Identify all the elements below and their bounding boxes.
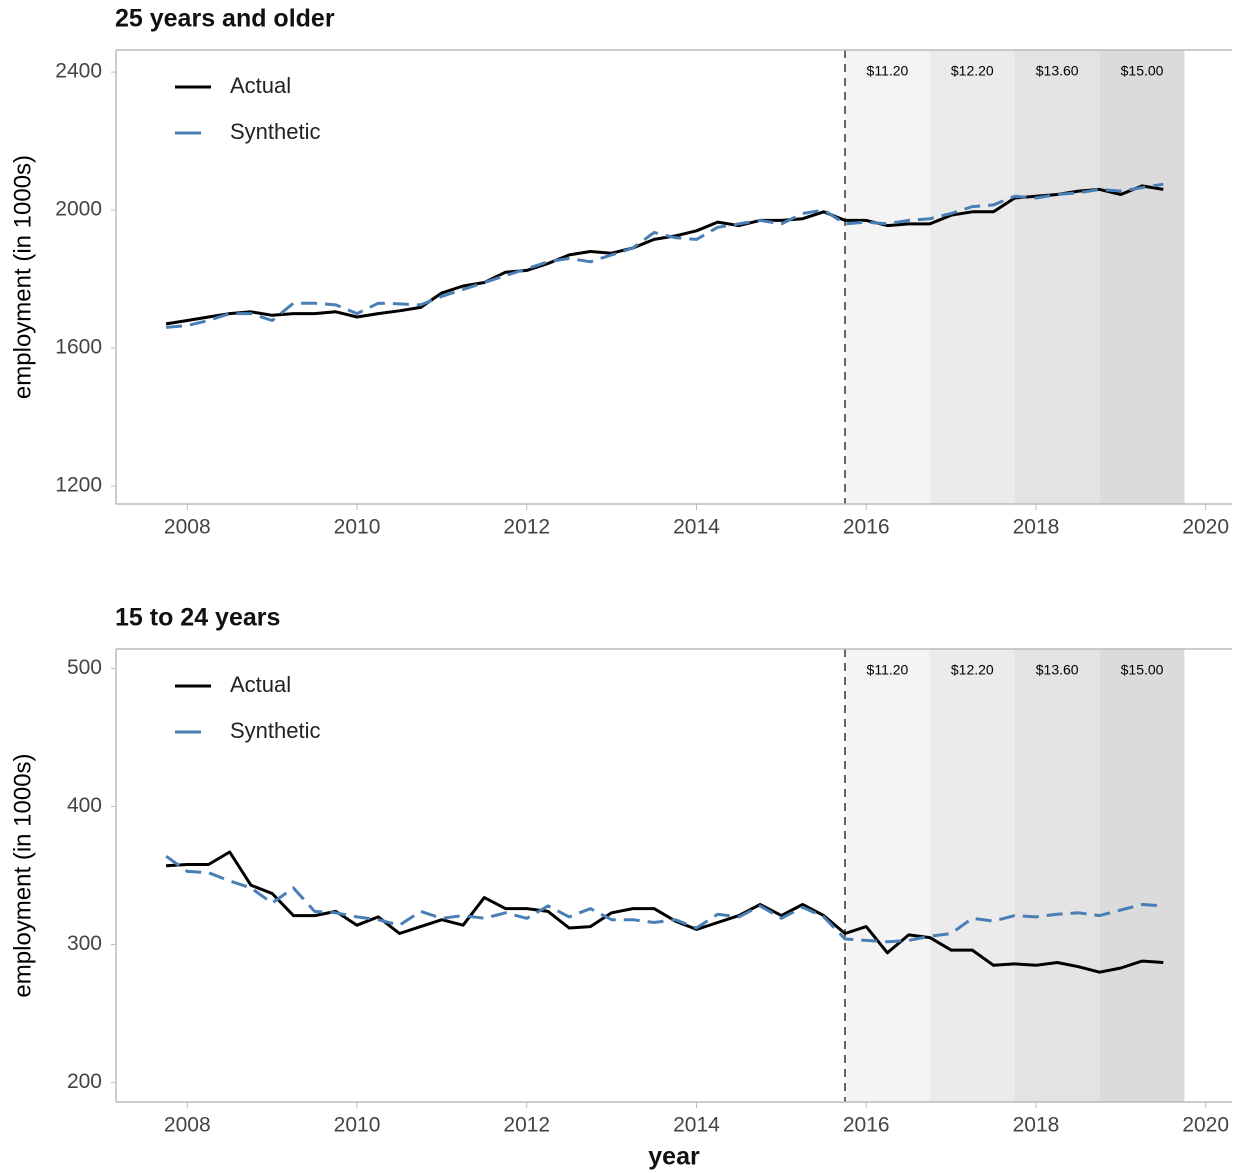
shaded-period — [1099, 50, 1185, 504]
shaded-period — [845, 649, 930, 1102]
y-tick-label: 1600 — [55, 336, 102, 359]
x-tick-label: 2018 — [1013, 1114, 1060, 1137]
y-axis-label: employment (in 1000s) — [9, 753, 36, 997]
x-tick-label: 2008 — [164, 1114, 211, 1137]
shaded-period — [1099, 649, 1185, 1102]
period-label: $15.00 — [1121, 662, 1164, 678]
y-tick-label: 400 — [67, 794, 102, 817]
legend-label: Actual — [230, 672, 291, 697]
x-tick-label: 2016 — [843, 516, 890, 539]
chart-title: 15 to 24 years — [115, 604, 280, 632]
x-tick-label: 2018 — [1013, 516, 1060, 539]
series-line — [165, 182, 1164, 329]
legend-label: Synthetic — [230, 119, 321, 144]
x-tick-label: 2014 — [673, 516, 720, 539]
y-tick-label: 1200 — [55, 474, 102, 497]
y-tick-label: 300 — [67, 932, 102, 955]
legend-label: Actual — [230, 73, 291, 98]
period-label: $12.20 — [951, 63, 994, 79]
shaded-period — [929, 649, 1015, 1102]
period-label: $11.20 — [867, 662, 909, 678]
x-tick-label: 2020 — [1182, 516, 1229, 539]
period-label: $15.00 — [1121, 63, 1164, 79]
y-tick-label: 200 — [67, 1070, 102, 1093]
y-tick-label: 500 — [67, 656, 102, 679]
x-tick-label: 2010 — [334, 516, 381, 539]
x-tick-label: 2010 — [334, 1114, 381, 1137]
x-tick-label: 2016 — [843, 1114, 890, 1137]
period-label: $12.20 — [951, 662, 994, 678]
series-line — [165, 184, 1164, 326]
y-axis-label: employment (in 1000s) — [9, 155, 36, 399]
x-tick-label: 2012 — [503, 516, 550, 539]
x-tick-label: 2020 — [1182, 1114, 1229, 1137]
x-tick-label: 2008 — [164, 516, 211, 539]
shaded-period — [929, 50, 1015, 504]
x-tick-label: 2012 — [503, 1114, 550, 1137]
period-label: $11.20 — [867, 63, 909, 79]
shaded-period — [1014, 50, 1100, 504]
period-label: $13.60 — [1036, 63, 1079, 79]
legend-label: Synthetic — [230, 718, 321, 743]
chart-title: 25 years and older — [115, 5, 335, 33]
y-tick-label: 2000 — [55, 198, 102, 221]
shaded-period — [1014, 649, 1100, 1102]
y-tick-label: 2400 — [55, 60, 102, 83]
series-line — [165, 854, 1164, 944]
x-tick-label: 2014 — [673, 1114, 720, 1137]
shaded-period — [845, 50, 930, 504]
x-axis-label: year — [648, 1143, 700, 1171]
period-label: $13.60 — [1036, 662, 1079, 678]
